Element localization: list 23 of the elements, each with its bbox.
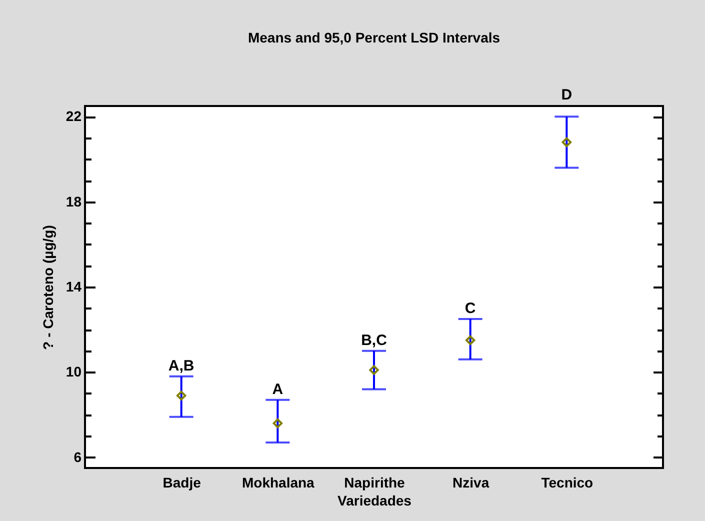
point	[272, 418, 283, 428]
point	[369, 365, 379, 375]
y-tick-label: 18	[66, 193, 82, 210]
annotation: A,B	[168, 357, 194, 374]
x-tick-label: Napirithe	[344, 474, 406, 490]
point	[176, 390, 186, 400]
x-tick-label: Mokhalana	[242, 474, 315, 490]
annotation: D	[561, 86, 572, 104]
annotation: B,C	[361, 332, 388, 349]
x-tick-label: Tecnico	[541, 474, 594, 490]
y-axis-title: ? - Caroteno (µg/g)	[40, 225, 56, 350]
y-tick-label: 14	[66, 278, 82, 294]
annotation: C	[464, 300, 476, 317]
x-tick-label: Badje	[162, 474, 202, 490]
y-tick-label: 10	[66, 364, 82, 380]
x-tick-label: Nziva	[452, 474, 490, 490]
x-axis-title: Variedades	[338, 492, 412, 508]
y-tick-label: 6	[74, 448, 82, 465]
y-tick-label: 22	[66, 108, 82, 124]
point	[562, 137, 572, 148]
annotation: A	[272, 380, 284, 398]
point	[465, 335, 476, 346]
chart-title: Means and 95,0 Percent LSD Intervals	[248, 30, 500, 46]
